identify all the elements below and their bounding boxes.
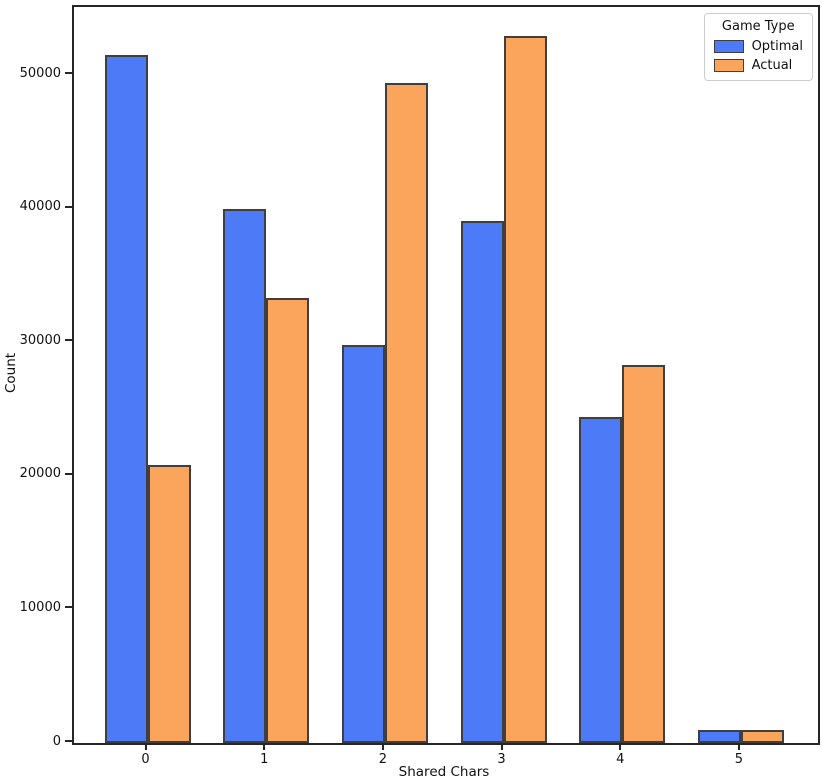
bar-optimal-5: [697, 729, 741, 743]
x-tick-label: 3: [497, 752, 506, 767]
x-tick-mark: [500, 743, 503, 750]
bar-optimal-4: [579, 417, 623, 743]
y-tick-mark: [65, 606, 72, 609]
legend-title: Game Type: [721, 19, 795, 34]
bar-actual-4: [622, 364, 666, 743]
x-tick-mark: [619, 743, 622, 750]
x-tick-mark: [737, 743, 740, 750]
y-tick-label: 30000: [19, 332, 61, 348]
x-tick-label: 5: [734, 752, 743, 767]
y-tick-label: 20000: [19, 466, 61, 482]
legend-swatch-icon: [713, 59, 744, 72]
y-tick-mark: [65, 339, 72, 342]
legend-entry-optimal: Optimal: [713, 39, 803, 54]
bar-optimal-1: [223, 208, 267, 743]
x-tick-mark: [144, 743, 147, 750]
plot-area: Game Type Optimal Actual: [72, 5, 820, 745]
y-tick-label: 50000: [19, 65, 61, 81]
y-tick-mark: [65, 740, 72, 742]
y-axis-label: Count: [3, 352, 19, 394]
y-tick-label: 40000: [19, 199, 61, 215]
legend-swatch-icon: [713, 40, 744, 53]
bar-optimal-0: [104, 55, 148, 743]
bar-actual-1: [266, 298, 310, 743]
x-tick-label: 0: [141, 752, 150, 767]
legend-entry-actual: Actual: [713, 58, 803, 73]
x-tick-mark: [381, 743, 384, 750]
legend-entry-label: Optimal: [751, 39, 803, 54]
x-tick-mark: [263, 743, 266, 750]
bar-actual-0: [147, 465, 191, 743]
legend-items: Optimal Actual: [713, 39, 803, 73]
x-axis-label: Shared Chars: [398, 764, 490, 780]
y-tick-mark: [65, 205, 72, 208]
y-tick-mark: [65, 72, 72, 75]
legend-entry-label: Actual: [751, 58, 793, 73]
bar-actual-3: [503, 36, 547, 743]
y-tick-mark: [65, 472, 72, 475]
legend: Game Type Optimal Actual: [703, 13, 813, 81]
x-tick-label: 2: [378, 752, 388, 767]
y-tick-label: 0: [52, 733, 61, 749]
bar-actual-2: [384, 83, 428, 743]
bar-optimal-3: [460, 220, 504, 743]
bar-optimal-2: [341, 344, 385, 743]
x-tick-label: 4: [616, 752, 625, 767]
x-tick-label: 1: [260, 752, 269, 767]
y-tick-label: 10000: [19, 599, 61, 615]
bar-actual-5: [740, 729, 784, 743]
